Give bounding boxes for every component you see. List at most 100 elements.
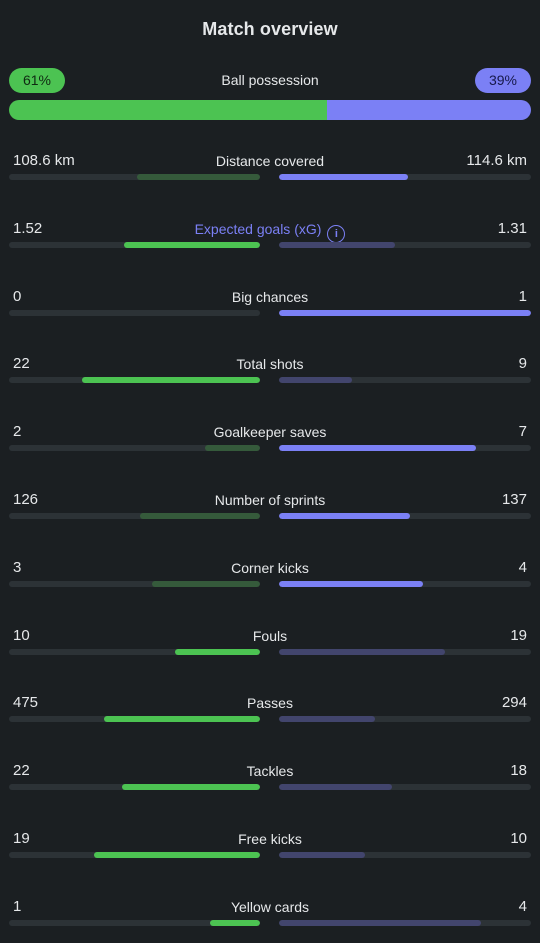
home-value: 0 (13, 287, 22, 305)
away-possession-badge: 39% (475, 68, 531, 93)
home-value: 1 (13, 897, 22, 915)
away-bar-track (279, 648, 531, 655)
away-value: 18 (510, 762, 527, 780)
away-bar-fill (279, 784, 393, 791)
stat-row: 2 Goalkeeper saves 7 (0, 423, 540, 463)
away-bar-track (279, 513, 531, 519)
away-value: 7 (518, 423, 527, 441)
away-bar-fill (279, 580, 423, 587)
away-value: 9 (518, 355, 527, 373)
away-bar-fill (279, 309, 531, 316)
possession-bar-away (327, 100, 531, 120)
away-bar-fill (279, 513, 411, 519)
stat-label: Distance covered (0, 153, 540, 169)
stat-label-text: Corner kicks (231, 559, 309, 576)
stat-label-text: Big chances (231, 288, 309, 305)
stat-label: Fouls (0, 628, 540, 644)
away-bar-track (279, 852, 531, 858)
away-bar-track (279, 309, 531, 316)
home-bar-fill (137, 174, 260, 180)
stat-label[interactable]: Expected goals (xG) i (0, 221, 540, 243)
stat-row: 1 Yellow cards 4 (0, 898, 540, 938)
stat-label: Free kicks (0, 831, 540, 847)
home-bar-track (9, 648, 260, 655)
stat-label: Tackles (0, 763, 540, 779)
away-bar-track (279, 919, 531, 926)
home-value: 126 (13, 491, 39, 508)
home-bar-fill (174, 648, 260, 655)
stat-row: 126 Number of sprints 137 (0, 491, 540, 531)
home-bar-fill (124, 241, 260, 248)
stat-row: 22 Total shots 9 (0, 355, 540, 395)
stat-label: Passes (0, 695, 540, 711)
away-bar-fill (279, 648, 446, 655)
stat-row: 108.6 km Distance covered 114.6 km (0, 152, 540, 192)
stat-label-text: Goalkeeper saves (213, 424, 327, 441)
home-bar-fill (152, 580, 260, 587)
away-bar-track (279, 241, 531, 248)
away-value: 19 (510, 626, 527, 644)
stat-label: Goalkeeper saves (0, 424, 540, 440)
home-bar-fill (139, 513, 260, 519)
away-bar-fill (279, 852, 365, 858)
stat-label-text[interactable]: Expected goals (xG) (194, 220, 322, 237)
home-bar-track (9, 513, 260, 519)
away-value: 114.6 km (466, 152, 527, 169)
home-bar-track (9, 377, 260, 384)
stat-row: 22 Tackles 18 (0, 762, 540, 802)
home-bar-track (9, 716, 260, 723)
home-value: 475 (13, 694, 39, 712)
possession-label: Ball possession (221, 72, 319, 88)
away-bar-track (279, 716, 531, 723)
away-bar-track (279, 784, 531, 791)
home-bar-fill (104, 716, 260, 723)
home-value: 3 (13, 558, 22, 576)
stat-row: 10 Fouls 19 (0, 627, 540, 667)
away-bar-track (279, 580, 531, 587)
away-value: 4 (518, 897, 527, 915)
away-bar-track (279, 445, 531, 452)
away-value: 1.31 (497, 219, 527, 237)
away-bar-track (279, 174, 531, 180)
home-bar-track (9, 309, 260, 316)
stat-label-text: Passes (247, 695, 293, 712)
stat-row: 475 Passes 294 (0, 694, 540, 734)
stat-label: Corner kicks (0, 560, 540, 576)
stat-label-text: Number of sprints (214, 492, 326, 508)
home-bar-track (9, 852, 260, 858)
away-value: 294 (501, 694, 527, 712)
home-value: 22 (13, 762, 30, 780)
home-bar-track (9, 241, 260, 248)
home-bar-fill (204, 445, 260, 452)
home-value: 19 (13, 830, 30, 847)
possession-bar-home (9, 100, 328, 120)
away-value: 4 (518, 558, 527, 576)
home-value: 108.6 km (13, 152, 75, 169)
home-bar-fill (81, 377, 260, 384)
home-value: 1.52 (13, 219, 43, 237)
home-bar-fill (121, 784, 260, 791)
stat-label-text: Fouls (252, 627, 288, 644)
home-value: 22 (13, 355, 30, 373)
home-bar-track (9, 445, 260, 452)
away-bar-fill (279, 445, 476, 452)
stat-row: 1.52 Expected goals (xG) i 1.31 (0, 220, 540, 260)
home-bar-track (9, 784, 260, 791)
home-value: 2 (13, 423, 22, 441)
away-bar-fill (279, 174, 408, 180)
home-value: 10 (13, 626, 30, 644)
home-bar-fill (94, 852, 260, 858)
stat-row: 0 Big chances 1 (0, 288, 540, 328)
stat-label: Big chances (0, 289, 540, 305)
away-bar-fill (279, 716, 375, 723)
home-bar-fill (209, 919, 260, 926)
stat-label: Total shots (0, 356, 540, 372)
page-title: Match overview (202, 19, 338, 39)
stat-row: 3 Corner kicks 4 (0, 559, 540, 599)
away-bar-track (279, 377, 531, 384)
away-bar-fill (279, 241, 395, 248)
possession-bar (9, 100, 531, 120)
stat-label-text: Total shots (236, 356, 304, 373)
info-icon[interactable]: i (327, 224, 346, 243)
away-bar-fill (279, 919, 481, 926)
